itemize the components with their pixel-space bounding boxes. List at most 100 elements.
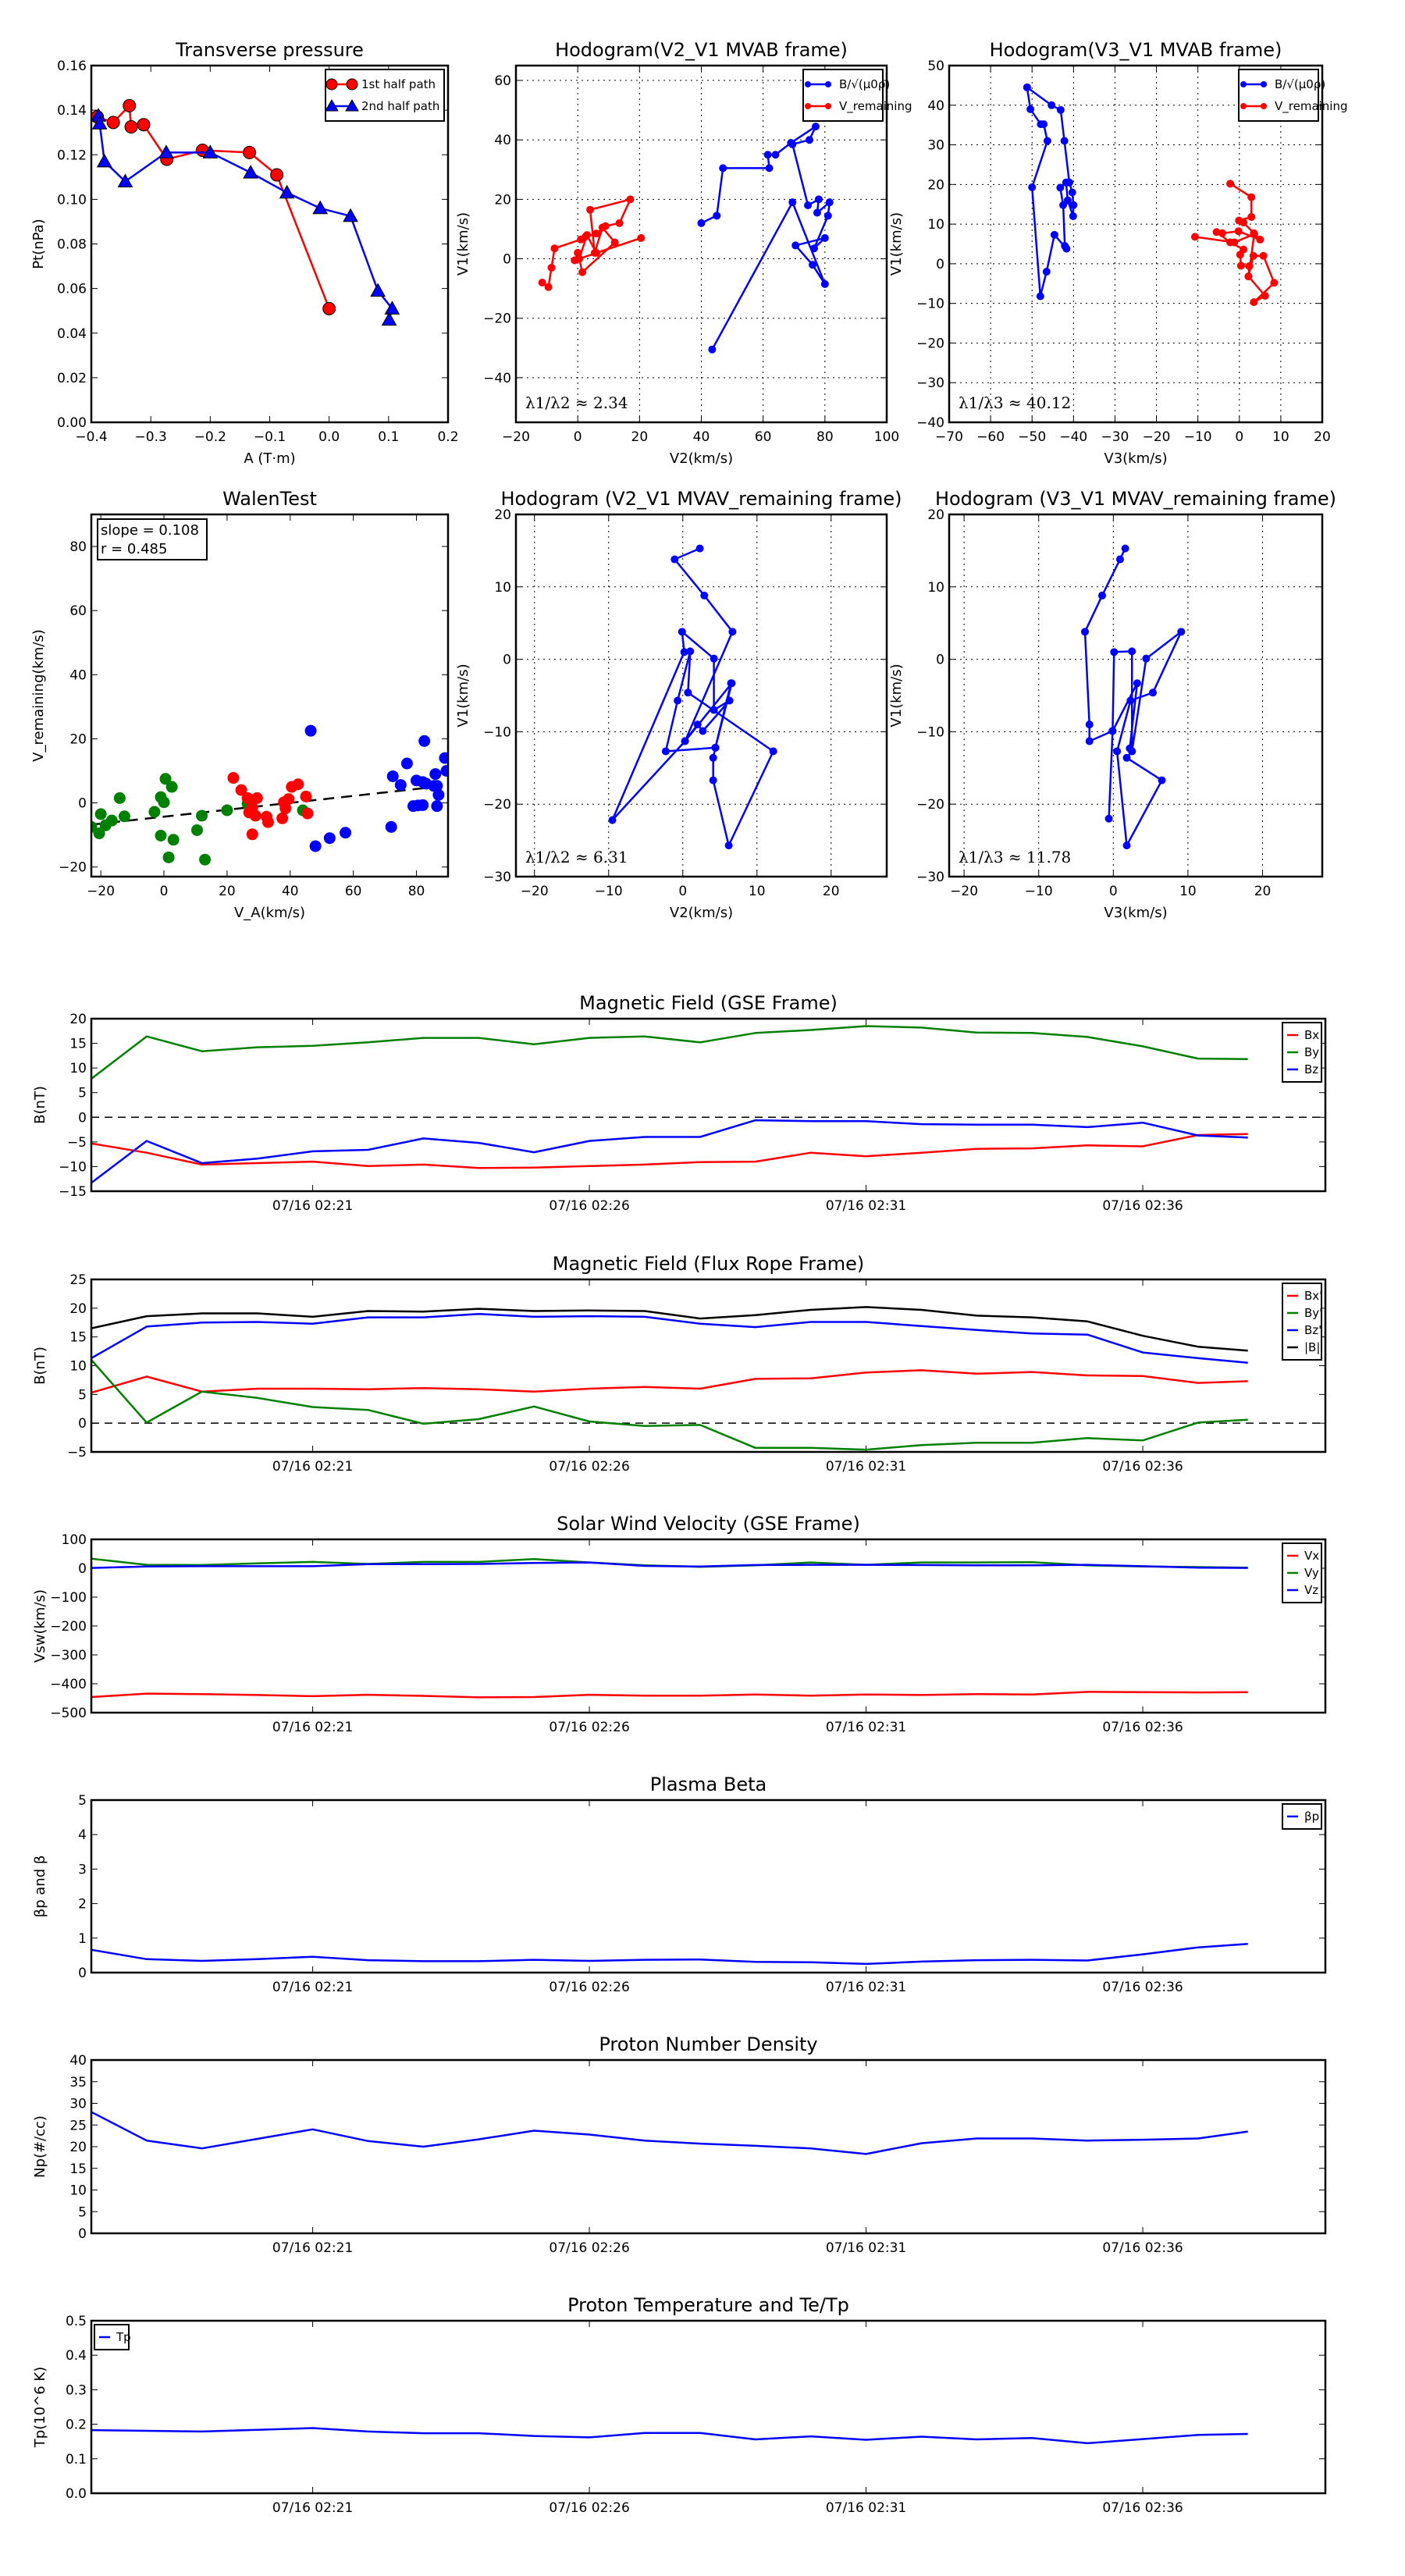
series-line <box>91 1561 1248 1569</box>
y-tick-label: 1 <box>78 1931 87 1947</box>
data-point <box>578 268 587 276</box>
y-tick-label: −200 <box>50 1619 87 1635</box>
chart-title: Transverse pressure <box>175 39 364 61</box>
data-point <box>283 793 295 806</box>
data-point <box>251 792 263 804</box>
chart-title: WalenTest <box>222 488 317 510</box>
data-point <box>300 790 312 802</box>
legend-item: Vx <box>1287 1549 1319 1563</box>
data-point <box>167 834 180 846</box>
data-point <box>814 195 823 204</box>
data-point <box>678 628 686 636</box>
legend-label: Bz' <box>1304 1323 1321 1337</box>
legend-marker <box>325 78 338 91</box>
chart-title: Magnetic Field (GSE Frame) <box>579 992 838 1014</box>
x-tick-label: 0 <box>1235 429 1243 445</box>
series-b-0- <box>1023 83 1078 301</box>
x-tick-label: −70 <box>935 429 963 445</box>
y-tick-label: 25 <box>69 2118 87 2133</box>
data-point <box>1085 737 1094 745</box>
data-point <box>574 248 582 257</box>
y-tick-label: 0 <box>936 653 944 668</box>
x-tick-label: 60 <box>755 429 772 445</box>
x-tick-label: 0.2 <box>437 429 458 445</box>
legend-label: Vy <box>1304 1566 1319 1580</box>
y-tick-label: 0.10 <box>57 192 87 208</box>
data-point <box>249 809 261 822</box>
data-point <box>241 792 254 804</box>
series-1st-half-path <box>91 98 336 315</box>
x-tick-label: 07/16 02:31 <box>826 2240 906 2256</box>
x-tick-label: 10 <box>749 884 766 899</box>
y-tick-label: −10 <box>916 297 944 312</box>
chart-hodogram_v3v1_mvab: Hodogram(V3_V1 MVAB frame) −70 −60 −50 −40 −3… <box>888 39 1348 467</box>
y-tick-label: 80 <box>69 539 87 555</box>
chart-walen_test: WalenTest −20 0 20 40 60 80 −20 0 20 40 60 80 V_A(km/… <box>30 488 450 921</box>
data-point <box>1056 105 1065 114</box>
plot-area <box>1080 544 1186 850</box>
series-line <box>91 1943 1248 1966</box>
plot-area <box>91 2427 1248 2445</box>
data-point <box>235 784 247 796</box>
plot-area <box>91 98 400 326</box>
chart-title: Plasma Beta <box>650 1774 767 1795</box>
data-point <box>199 853 212 866</box>
x-tick-label: −20 <box>1143 429 1171 445</box>
series-np <box>91 2111 1248 2155</box>
legend-marker <box>1261 81 1267 87</box>
y-axis-label: Np(#/cc) <box>32 2115 48 2178</box>
x-tick-label: −20 <box>502 429 530 445</box>
data-point <box>94 808 107 820</box>
x-tick-label: 20 <box>1254 884 1272 899</box>
y-tick-label: −20 <box>59 860 87 876</box>
x-tick-label: 07/16 02:31 <box>826 1198 906 1214</box>
data-point <box>276 812 289 824</box>
plot-area <box>91 1557 1248 1699</box>
data-point <box>1050 230 1058 239</box>
legend-marker <box>345 98 359 112</box>
data-point <box>724 841 733 850</box>
legend-label: |B| <box>1304 1340 1320 1354</box>
data-point <box>806 136 814 144</box>
data-point <box>550 244 559 253</box>
data-point <box>788 140 797 148</box>
y-tick-label: 15 <box>69 1330 87 1346</box>
data-point <box>386 770 399 782</box>
y-tick-label: 5 <box>78 2204 87 2220</box>
eigenvalue-ratio-label: λ1/λ2 ≈ 6.31 <box>525 848 628 866</box>
data-point <box>322 301 336 315</box>
series-tp <box>91 2427 1248 2445</box>
x-tick-label: 80 <box>408 884 425 899</box>
y-tick-label: 2 <box>78 1897 87 1912</box>
y-axis-label: V_remaining(km/s) <box>30 629 47 762</box>
x-tick-label: 60 <box>345 884 362 899</box>
legend-item: Vy <box>1287 1566 1319 1580</box>
y-axis-label: V1(km/s) <box>455 212 471 276</box>
legend-item: |B| <box>1287 1340 1320 1354</box>
data-point <box>1249 251 1257 260</box>
legend-label: V_remaining <box>1275 99 1348 114</box>
stats-box <box>97 518 208 560</box>
legend-label: Bx' <box>1304 1289 1322 1303</box>
data-point <box>243 165 258 179</box>
y-tick-label: 0.04 <box>57 326 87 342</box>
data-point <box>547 263 556 272</box>
data-point <box>312 200 329 215</box>
y-axis-label: Pt(nPa) <box>30 219 47 269</box>
chart-vsw_gse: Solar Wind Velocity (GSE Frame) 07/16 02:… <box>32 1513 1327 1735</box>
data-point <box>1133 679 1141 688</box>
series-by- <box>91 1359 1248 1451</box>
data-point <box>1097 591 1106 600</box>
data-point <box>1240 219 1248 227</box>
x-tick-label: −50 <box>1018 429 1046 445</box>
x-tick-label: 07/16 02:31 <box>826 2500 906 2516</box>
data-point <box>1142 654 1151 663</box>
data-point <box>343 208 358 222</box>
x-tick-label: 07/16 02:26 <box>549 1198 629 1214</box>
y-tick-label: 5 <box>78 1086 87 1101</box>
legend: 1st half path 2nd half path <box>325 69 445 122</box>
data-point <box>1085 720 1094 729</box>
y-tick-label: 0.1 <box>66 2452 87 2467</box>
y-tick-label: 40 <box>927 98 944 114</box>
data-point <box>1245 262 1254 270</box>
